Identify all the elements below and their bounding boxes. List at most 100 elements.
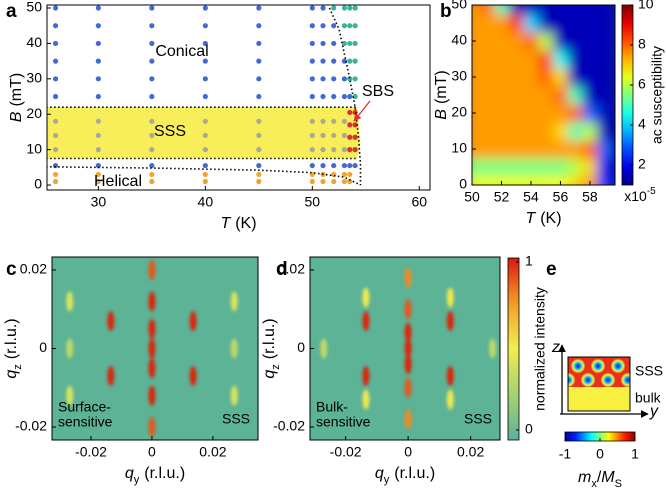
data-point [95,178,101,185]
annotation: sensitive [316,414,371,430]
plot-area [47,5,362,186]
y-axis-label-part: B [8,111,25,122]
skyrmion [580,372,596,387]
heatmap-cell [479,50,495,69]
schematic: z y SSS bulk [551,339,663,442]
heatmap-cell [523,68,539,87]
heatmap-cell [523,122,539,141]
annotation: SSS [464,411,492,427]
heatmap-cell [582,158,598,177]
axis-name: y [649,403,659,420]
data-point [95,171,101,178]
data-point [309,76,315,82]
heatmap-cell [479,176,495,185]
data-point [202,93,208,100]
plot-area [52,257,258,440]
diffraction-spot [148,417,156,438]
data-point [347,109,353,116]
heatmap-cell [553,5,569,15]
heatmap-cell [582,5,598,15]
data-point [256,118,262,124]
data-point [341,178,348,185]
diffraction-spot [446,365,454,386]
data-point [331,5,337,11]
y-tick-label: 50 [451,0,467,12]
data-point [202,58,208,64]
region-label: SSS [154,123,186,140]
data-point [256,93,262,100]
heatmap-cell [508,50,525,69]
data-point [149,40,155,47]
y-axis-label-part: z [12,364,24,370]
data-point [202,5,208,11]
heatmap-cell [472,5,480,15]
x-tick-label: -0.02 [75,444,107,460]
heatmap-cell [553,86,569,105]
data-point [149,5,155,11]
bulk-layer [568,387,630,411]
data-point [95,93,101,100]
x-axis-label: T (K) [220,215,256,232]
x-axis-label-part: (K) [540,210,561,227]
diffraction-spot [148,259,156,280]
heatmap-cell [494,32,510,51]
heatmap-cell [597,86,613,105]
heatmap-cell [553,158,569,177]
data-point [149,58,155,64]
x-axis-label-part: q [375,465,384,482]
y-tick-label: 0 [459,176,467,192]
diffraction-spot [404,338,412,359]
data-point [347,178,353,185]
data-point [149,147,155,153]
data-point [149,76,155,82]
data-point [347,171,353,178]
heatmap-cell [472,122,480,141]
colorbar-label-part: M [601,469,615,486]
plot-frame [471,4,616,186]
colorbar-label: normalized intensity [532,287,548,411]
region-label: Conical [155,43,208,60]
data-point [347,162,353,169]
heatmap-cell [553,14,569,33]
data-point [320,162,326,169]
y-tick-label: 0 [39,339,47,355]
heatmap-cell [523,86,539,105]
data-point [331,132,337,139]
heatmap-cell [494,14,510,33]
y-axis-label-part: q [3,370,20,379]
axis-name: z [551,339,560,356]
data-point [331,40,337,47]
diffraction-spot [230,338,238,359]
surface-layer [568,357,630,387]
colorbar-tick-label: 10 [638,0,654,12]
y-axis-label: B (mT) [8,73,25,122]
heatmap-cell [567,158,584,177]
data-point [320,58,326,64]
heatmap-cell [494,176,510,185]
data-point [331,171,337,178]
annotation: sensitive [58,414,113,430]
heatmap-cell [597,68,613,87]
x-tick-label: 0 [404,444,412,460]
heatmap-cell [508,14,525,33]
heatmap-cell [597,14,613,33]
heatmap-cell [523,158,539,177]
heatmap-cell [538,104,554,123]
skyrmion [620,372,630,387]
colorbar-tick-label: 2 [638,156,646,172]
data-point [202,171,208,178]
data-point [52,76,59,82]
heatmap-cell [508,32,525,51]
data-point [149,132,155,139]
heatmap-cell [508,176,525,185]
panel-label: e [546,259,557,280]
heatmap-cell [538,86,554,105]
colorbar-tick-label: 1 [631,446,639,462]
data-point [52,93,59,100]
y-axis-label: qz (r.l.u.) [261,318,282,378]
colorbar [621,4,634,186]
x-axis-label-part: T [220,215,231,232]
data-point [352,162,358,169]
spots [320,267,496,430]
